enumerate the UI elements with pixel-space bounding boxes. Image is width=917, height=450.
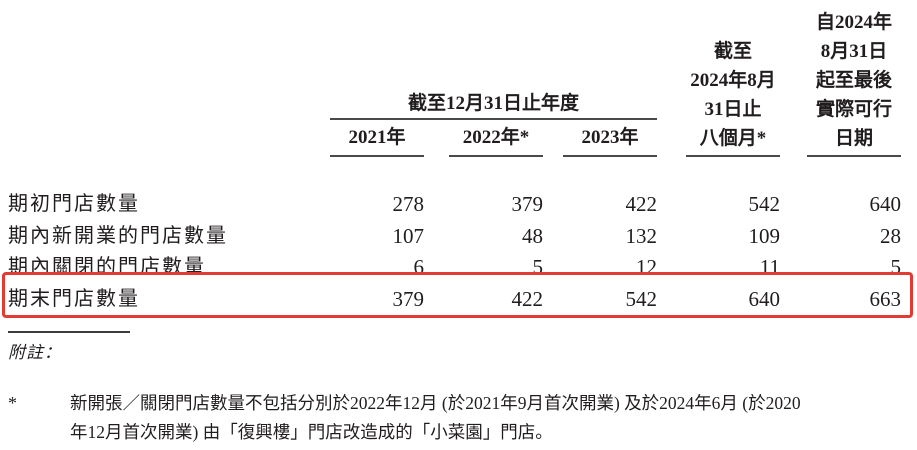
col-group-header: 截至12月31日止年度 [407,93,579,114]
row-label: 期初門店數量 [8,193,140,215]
col-header-line: 起至最後 [815,70,892,91]
col-underline-2022 [449,155,543,157]
col-header-line: 自2024年 [815,12,892,33]
cell-value: 422 [625,192,658,216]
col-header-line: 2024年8月 [690,70,776,91]
notes-divider-line [8,331,130,333]
col-header-line: 截至 [713,41,752,62]
cell-value: 379 [511,192,544,216]
cell-value: 5 [890,255,902,279]
cell-value: 663 [869,287,902,311]
footnote-line: 新開張／關閉門店數量不包括分別於2022年12月 (於2021年9月首次開業) … [70,393,801,413]
row-label: 期末門店數量 [8,288,140,310]
col-header-2023: 2023年 [581,127,639,148]
col-header-2022: 2022年* [462,127,530,148]
notes-label: 附註： [8,343,62,362]
col-header-2021: 2021年 [348,127,406,148]
row-label: 期內新開業的門店數量 [8,225,228,247]
col-header-line: 日期 [834,128,873,149]
cell-value: 5 [532,255,544,279]
table-row-beginning-stores: 期初門店數量 278 379 422 542 640 [0,193,917,215]
cell-value: 278 [392,192,425,216]
footnote-line: 年12月首次開業) 由「復興樓」門店改造成的「小菜園」門店。 [70,422,553,442]
col-header-line: 實際可行 [815,99,892,120]
col-group-underline [330,118,657,120]
cell-value: 542 [625,287,658,311]
cell-value: 107 [392,224,425,248]
col-underline-2021 [330,155,424,157]
col-header-line: 八個月* [699,128,767,149]
col-header-latest-practicable-date: 自2024年 8月31日 起至最後 實際可行 日期 [794,8,914,153]
col-underline-2023 [563,155,657,157]
cell-value: 379 [392,287,425,311]
col-underline-eight-months [686,155,780,157]
footnote-marker: * [8,393,17,413]
cell-value: 542 [748,192,781,216]
col-header-line: 31日止 [704,99,762,120]
col-header-eight-months-2024: 截至 2024年8月 31日止 八個月* [673,37,793,153]
footnote-text: 新開張／關閉門店數量不包括分別於2022年12月 (於2021年9月首次開業) … [70,389,910,447]
cell-value: 109 [748,224,781,248]
cell-value: 640 [869,192,902,216]
cell-value: 6 [413,255,425,279]
highlight-box [2,272,913,318]
col-header-line: 8月31日 [820,41,888,62]
cell-value: 132 [625,224,658,248]
cell-value: 28 [880,224,901,248]
table-row-ending-stores: 期末門店數量 379 422 542 640 663 [0,288,917,310]
col-underline-latest-date [807,155,901,157]
table-row-new-stores: 期內新開業的門店數量 107 48 132 109 28 [0,225,917,247]
cell-value: 48 [522,224,543,248]
cell-value: 422 [511,287,544,311]
cell-value: 640 [748,287,781,311]
